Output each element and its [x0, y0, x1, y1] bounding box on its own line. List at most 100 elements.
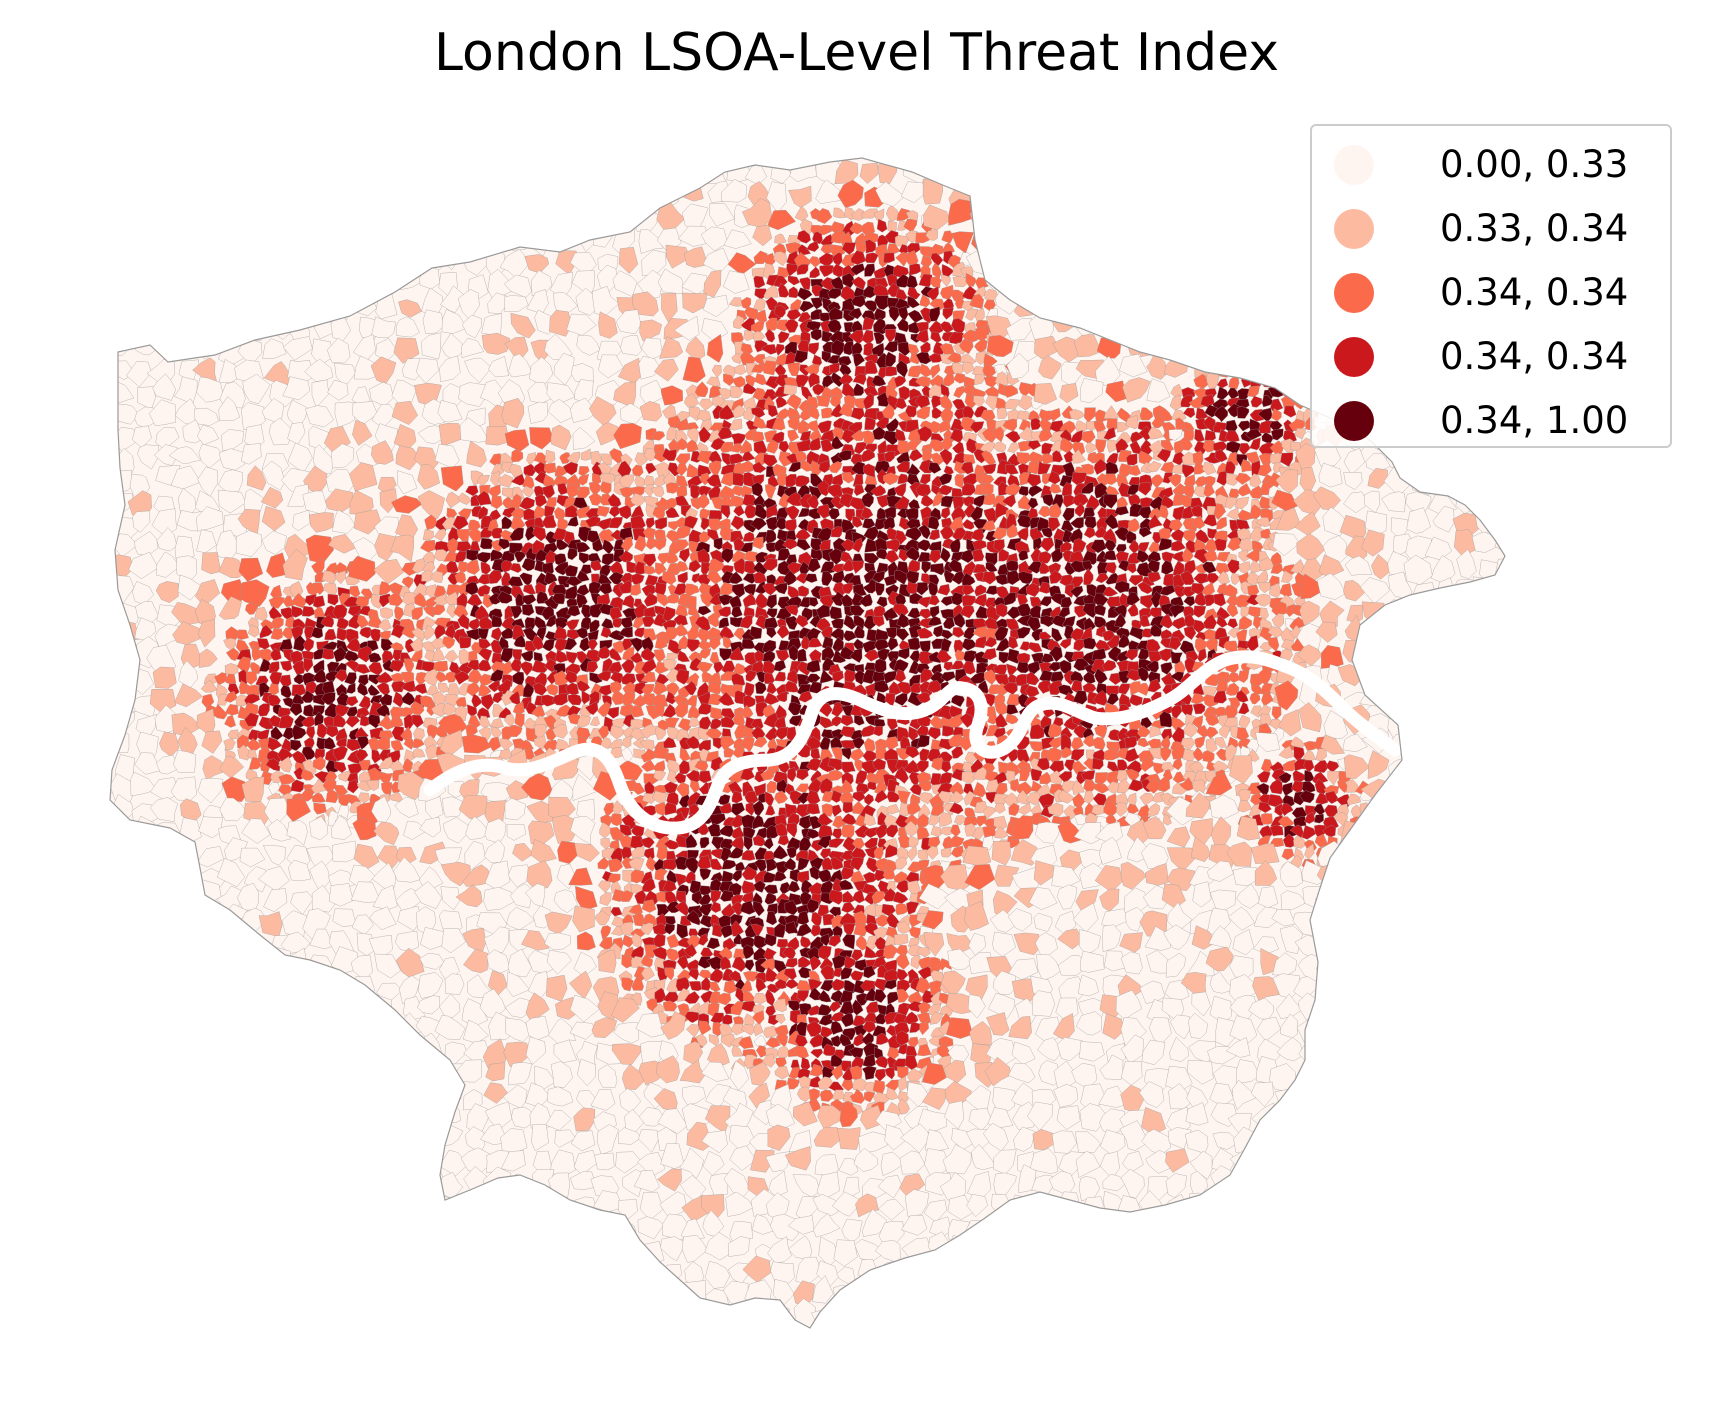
lsoa-cell — [464, 357, 492, 383]
lsoa-cell — [110, 863, 112, 891]
lsoa-cell — [570, 158, 595, 162]
lsoa-cell — [1496, 760, 1505, 782]
lsoa-cell — [1097, 167, 1125, 192]
lsoa-cell — [1122, 319, 1151, 341]
lsoa-cell — [395, 316, 420, 338]
lsoa-cell — [1502, 708, 1505, 732]
lsoa-cell — [398, 299, 422, 318]
lsoa-cell — [787, 415, 801, 431]
lsoa-cell — [728, 297, 743, 307]
lsoa-cell — [1478, 754, 1499, 784]
lsoa-cell — [221, 296, 248, 322]
lsoa-cell — [393, 221, 421, 251]
lsoa-cell — [969, 293, 984, 310]
lsoa-cell — [1146, 378, 1171, 403]
lsoa-cell — [1170, 227, 1195, 253]
lsoa-cell — [1005, 318, 1032, 341]
lsoa-cell — [1257, 310, 1279, 337]
lsoa-cell — [1081, 207, 1103, 226]
lsoa-cell — [1475, 732, 1496, 759]
lsoa-cell — [753, 250, 768, 264]
lsoa-cell — [1233, 226, 1256, 256]
lsoa-cell — [907, 365, 921, 378]
lsoa-cell — [754, 373, 768, 386]
lsoa-cell — [1208, 269, 1237, 299]
lsoa-cell — [1493, 466, 1505, 494]
lsoa-cell — [1144, 180, 1167, 208]
lsoa-cell — [1250, 355, 1262, 367]
lsoa-cell — [284, 158, 305, 165]
lsoa-cell — [859, 162, 879, 184]
lsoa-cell — [885, 417, 900, 434]
lsoa-cell — [787, 275, 801, 286]
lsoa-cell — [721, 178, 747, 203]
lsoa-cell — [1165, 291, 1192, 320]
lsoa-cell — [970, 174, 998, 204]
lsoa-cell — [851, 208, 865, 221]
lsoa-cell — [876, 158, 904, 162]
lsoa-cell — [1048, 183, 1076, 214]
lsoa-cell — [290, 159, 312, 183]
lsoa-cell — [527, 190, 550, 209]
lsoa-cell — [969, 421, 985, 434]
lsoa-cell — [965, 308, 979, 321]
lsoa-cell — [1406, 600, 1430, 622]
lsoa-cell — [352, 181, 377, 204]
lsoa-cell — [1121, 289, 1144, 317]
lsoa-cell — [775, 343, 785, 357]
lsoa-cell — [243, 180, 263, 208]
lsoa-cell — [1409, 730, 1432, 749]
lsoa-cell — [1252, 224, 1279, 253]
lsoa-cell — [1117, 205, 1144, 233]
lsoa-cell — [1182, 407, 1196, 419]
lsoa-cell — [1410, 815, 1438, 840]
lsoa-cell — [682, 292, 707, 314]
lsoa-cell — [1274, 185, 1297, 211]
lsoa-cell — [682, 356, 706, 383]
lsoa-cell — [1385, 792, 1411, 823]
lsoa-cell — [1270, 408, 1282, 422]
lsoa-cell — [110, 379, 115, 400]
lsoa-cell — [133, 315, 153, 337]
lsoa-cell — [204, 266, 230, 299]
lsoa-cell — [821, 350, 831, 363]
lsoa-cell — [1409, 466, 1438, 495]
lsoa-cell — [1496, 599, 1505, 626]
lsoa-cell — [1361, 660, 1390, 685]
lsoa-cell — [874, 658, 887, 674]
lsoa-cell — [594, 178, 614, 204]
lsoa-cell — [849, 222, 866, 235]
lsoa-cell — [284, 294, 310, 320]
lsoa-cell — [282, 336, 313, 361]
lsoa-cell — [793, 158, 816, 168]
lsoa-cell — [662, 858, 677, 871]
lsoa-cell — [135, 159, 157, 180]
lsoa-cell — [175, 178, 199, 206]
lsoa-cell — [110, 399, 119, 421]
lsoa-cell — [1259, 362, 1271, 375]
lsoa-cell — [416, 357, 439, 384]
lsoa-cell — [930, 276, 942, 289]
lsoa-cell — [639, 401, 662, 422]
lsoa-cell — [1166, 158, 1195, 170]
lsoa-cell — [149, 841, 180, 864]
lsoa-cell — [1385, 772, 1410, 803]
lsoa-cell — [1467, 444, 1498, 470]
lsoa-cell — [1035, 219, 1063, 247]
lsoa-cell — [148, 399, 176, 427]
lsoa-cell — [1469, 619, 1495, 646]
lsoa-cell — [216, 266, 245, 291]
lsoa-cell — [925, 229, 938, 241]
lsoa-cell — [1038, 289, 1060, 316]
lsoa-cell — [570, 159, 593, 186]
lsoa-cell — [110, 641, 135, 667]
lsoa-cell — [547, 398, 576, 423]
lsoa-cell — [196, 376, 225, 403]
lsoa-choropleth-layer — [110, 158, 1505, 1328]
lsoa-cell — [1273, 227, 1300, 254]
lsoa-cell — [352, 158, 376, 168]
lsoa-cell — [1430, 775, 1454, 806]
lsoa-cell — [1412, 757, 1437, 778]
lsoa-cell — [787, 362, 800, 377]
lsoa-cell — [595, 422, 621, 446]
